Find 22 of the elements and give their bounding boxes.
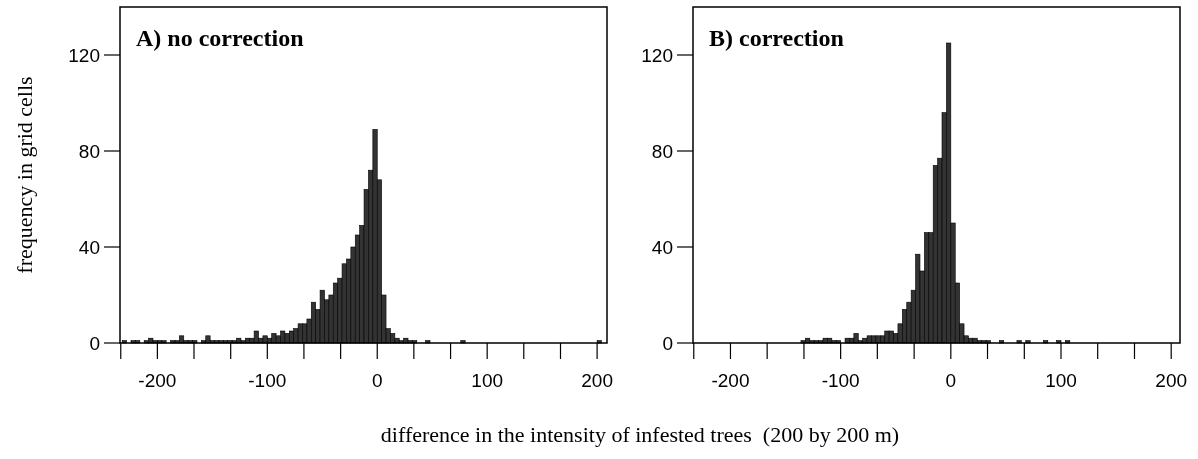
x-tick-label: 100 — [471, 370, 504, 391]
x-tick-label: 0 — [371, 370, 383, 391]
y-tick-label: 120 — [641, 45, 673, 66]
y-tick-label: 0 — [89, 333, 100, 354]
y-tick-label: 120 — [68, 45, 100, 66]
x-tick-label: -200 — [138, 370, 177, 391]
y-tick-label: 40 — [651, 237, 673, 258]
x-tick-label: -100 — [821, 370, 860, 391]
x-tick-label: 0 — [945, 370, 957, 391]
y-axis-title: frequency in grid cells — [12, 76, 37, 274]
x-tick-label: 100 — [1045, 370, 1077, 391]
y-tick-label: 0 — [662, 333, 673, 354]
x-tick-label: -100 — [248, 370, 287, 391]
text: B) correction — [709, 25, 844, 51]
y-tick-label: 80 — [651, 141, 673, 162]
x-axis-title: difference in the intensity of infested trees (200 by 200 m) — [380, 422, 900, 447]
x-tick-label: 200 — [1155, 370, 1188, 391]
x-tick-label: -200 — [711, 370, 750, 391]
x-tick-label: 200 — [581, 370, 613, 391]
y-tick-label: 80 — [78, 141, 100, 162]
text: A) no correction — [136, 25, 304, 51]
y-tick-label: 40 — [78, 237, 100, 258]
